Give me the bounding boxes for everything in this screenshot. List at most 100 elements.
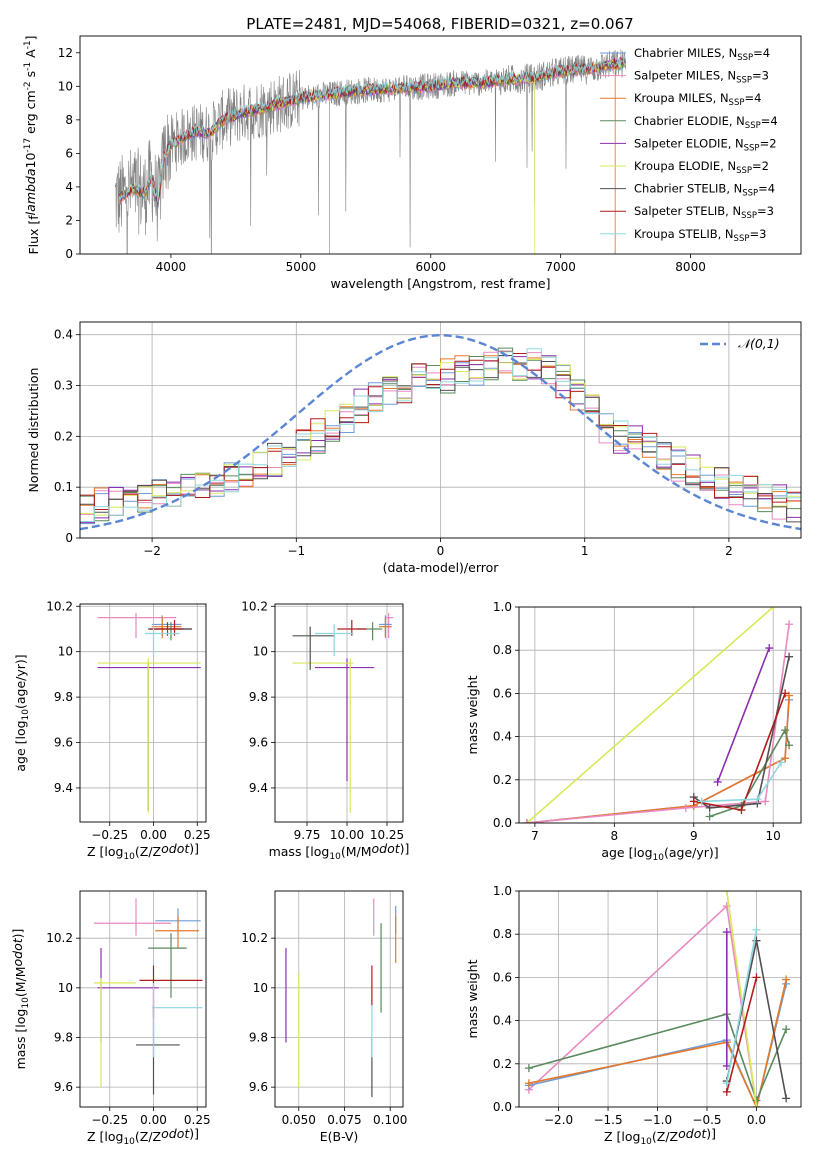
series-line: [709, 728, 790, 818]
data-point: [722, 1087, 731, 1096]
data-point: [765, 644, 774, 653]
y-tick-label: 0.3: [54, 379, 73, 393]
data-point: [697, 797, 706, 806]
x-tick-label: −2.0: [544, 1113, 573, 1127]
legend-sub: SSP: [737, 53, 753, 63]
legend-eq: =3: [757, 204, 774, 218]
x-tick-label: −0.5: [692, 1113, 721, 1127]
series-krou_stelib: [722, 925, 761, 1088]
plot-area: [114, 49, 626, 254]
data-point: [689, 797, 698, 806]
data-point: [722, 891, 731, 895]
text-span: )]: [400, 841, 410, 856]
x-tick-label: 2: [725, 544, 733, 558]
plot-area: [80, 322, 801, 538]
y-axis-label: Normed distribution: [26, 368, 41, 493]
y-tick-label: 0.2: [493, 1057, 512, 1071]
text-span: -17: [23, 138, 33, 153]
y-tick-label: 10: [58, 79, 73, 93]
series-salp_stelib: [722, 973, 761, 1096]
legend-sub: SSP: [734, 234, 750, 244]
panel-z-weight: −2.0 −1.5 −1.0 −0.5 0.0 0.0 0.2 0.4 0.6 0.8 1.0 Z […: [465, 884, 802, 1147]
y-axis-label: mass weight: [465, 675, 480, 754]
errorbar-chab_stelib: [136, 1005, 180, 1095]
text-span: mass weight: [465, 959, 480, 1038]
legend-label: Salpeter ELODIE, NSSP=2: [634, 136, 777, 153]
text-span: 10: [329, 852, 341, 862]
errorbar-salp_miles: [385, 613, 394, 639]
data-point: [781, 689, 790, 698]
y-tick-label: 10: [253, 981, 268, 995]
x-tick-label: 0: [437, 544, 445, 558]
text-span: 10: [21, 709, 31, 721]
y-tick-label: 9.4: [54, 781, 73, 795]
axes-frame: [79, 35, 802, 255]
errorbar-krou_elodie: [94, 977, 136, 1088]
y-tick-label: 9.6: [249, 1080, 268, 1094]
text-span: odot: [10, 937, 25, 966]
y-tick-label: 9.4: [249, 781, 268, 795]
series-line: [526, 607, 774, 823]
legend-text: Salpeter ELODIE, N: [634, 136, 744, 150]
data-point: [761, 797, 770, 806]
text-span: 10: [21, 997, 31, 1009]
text-span: (M/M: [13, 967, 28, 998]
text-span: (M/M: [341, 844, 372, 859]
text-span: (data-model)/error: [383, 560, 500, 575]
y-tick-label: 9.8: [54, 690, 73, 704]
x-tick-label: 0.25: [184, 828, 211, 842]
text-span: odot: [678, 1126, 707, 1141]
series-chab_stelib: [689, 652, 794, 812]
text-span: A: [23, 49, 38, 62]
data-point: [782, 1094, 791, 1103]
series-krou_stelib: [697, 758, 786, 806]
grid-group: [519, 891, 801, 1107]
text-span: mass [log: [269, 844, 330, 859]
x-tick-label: 0.00: [140, 1113, 167, 1127]
series-line: [726, 977, 758, 1093]
grid-group: [275, 891, 403, 1107]
legend-eq: =3: [749, 227, 766, 241]
legend-label: Kroupa ELODIE, NSSP=2: [634, 159, 769, 176]
errorbar-chab_elodie: [148, 933, 187, 998]
y-tick-label: 9.8: [54, 1030, 73, 1044]
data-point: [705, 812, 714, 821]
x-tick-label: 9.75: [294, 828, 321, 842]
x-tick-label: 7000: [545, 260, 576, 274]
series-line: [726, 891, 758, 1107]
text-span: odot: [372, 841, 401, 856]
legend-text: Chabrier ELODIE, N: [634, 114, 745, 128]
legend-text: Kroupa MILES, N: [634, 91, 729, 105]
data-point: [785, 741, 794, 750]
series-line: [528, 979, 787, 1107]
data-point: [752, 973, 761, 982]
y-tick-label: 12: [58, 46, 73, 60]
legend-text: Chabrier STELIB, N: [634, 182, 742, 196]
text-span: (age/yr)]: [664, 845, 719, 860]
axes-frame: [518, 890, 802, 1108]
panel-residuals: −2 −1 0 1 2 0 0.1 0.2 0.3 0.4 (data-model)/error No…: [26, 321, 802, 575]
y-tick-label: 1.0: [493, 884, 512, 898]
legend-sub: SSP: [741, 211, 757, 221]
text-span: 10: [640, 1137, 652, 1147]
data-point: [722, 1079, 731, 1088]
text-span: )]: [189, 1126, 199, 1141]
y-axis-label: mass weight: [465, 959, 480, 1038]
x-tick-label: 8000: [675, 260, 706, 274]
legend-text: Chabrier MILES, N: [634, 46, 737, 60]
axes-frame: [274, 603, 404, 823]
errorbar-chab_elodie: [356, 622, 383, 641]
text-span: (Z/Z: [652, 1129, 678, 1144]
errorbar-krou_miles: [379, 617, 392, 639]
legend-label: Salpeter MILES, NSSP=3: [634, 69, 769, 86]
series-krou_miles: [524, 975, 791, 1107]
histogram-salp_stelib: [80, 350, 801, 516]
x-axis-label: (data-model)/error: [383, 560, 500, 575]
y-tick-label: 6: [65, 146, 73, 160]
y-tick-label: 9.6: [54, 736, 73, 750]
text-span: -2: [23, 81, 33, 90]
errorbar-salp_elodie: [97, 663, 201, 811]
text-span: 10: [653, 853, 665, 863]
